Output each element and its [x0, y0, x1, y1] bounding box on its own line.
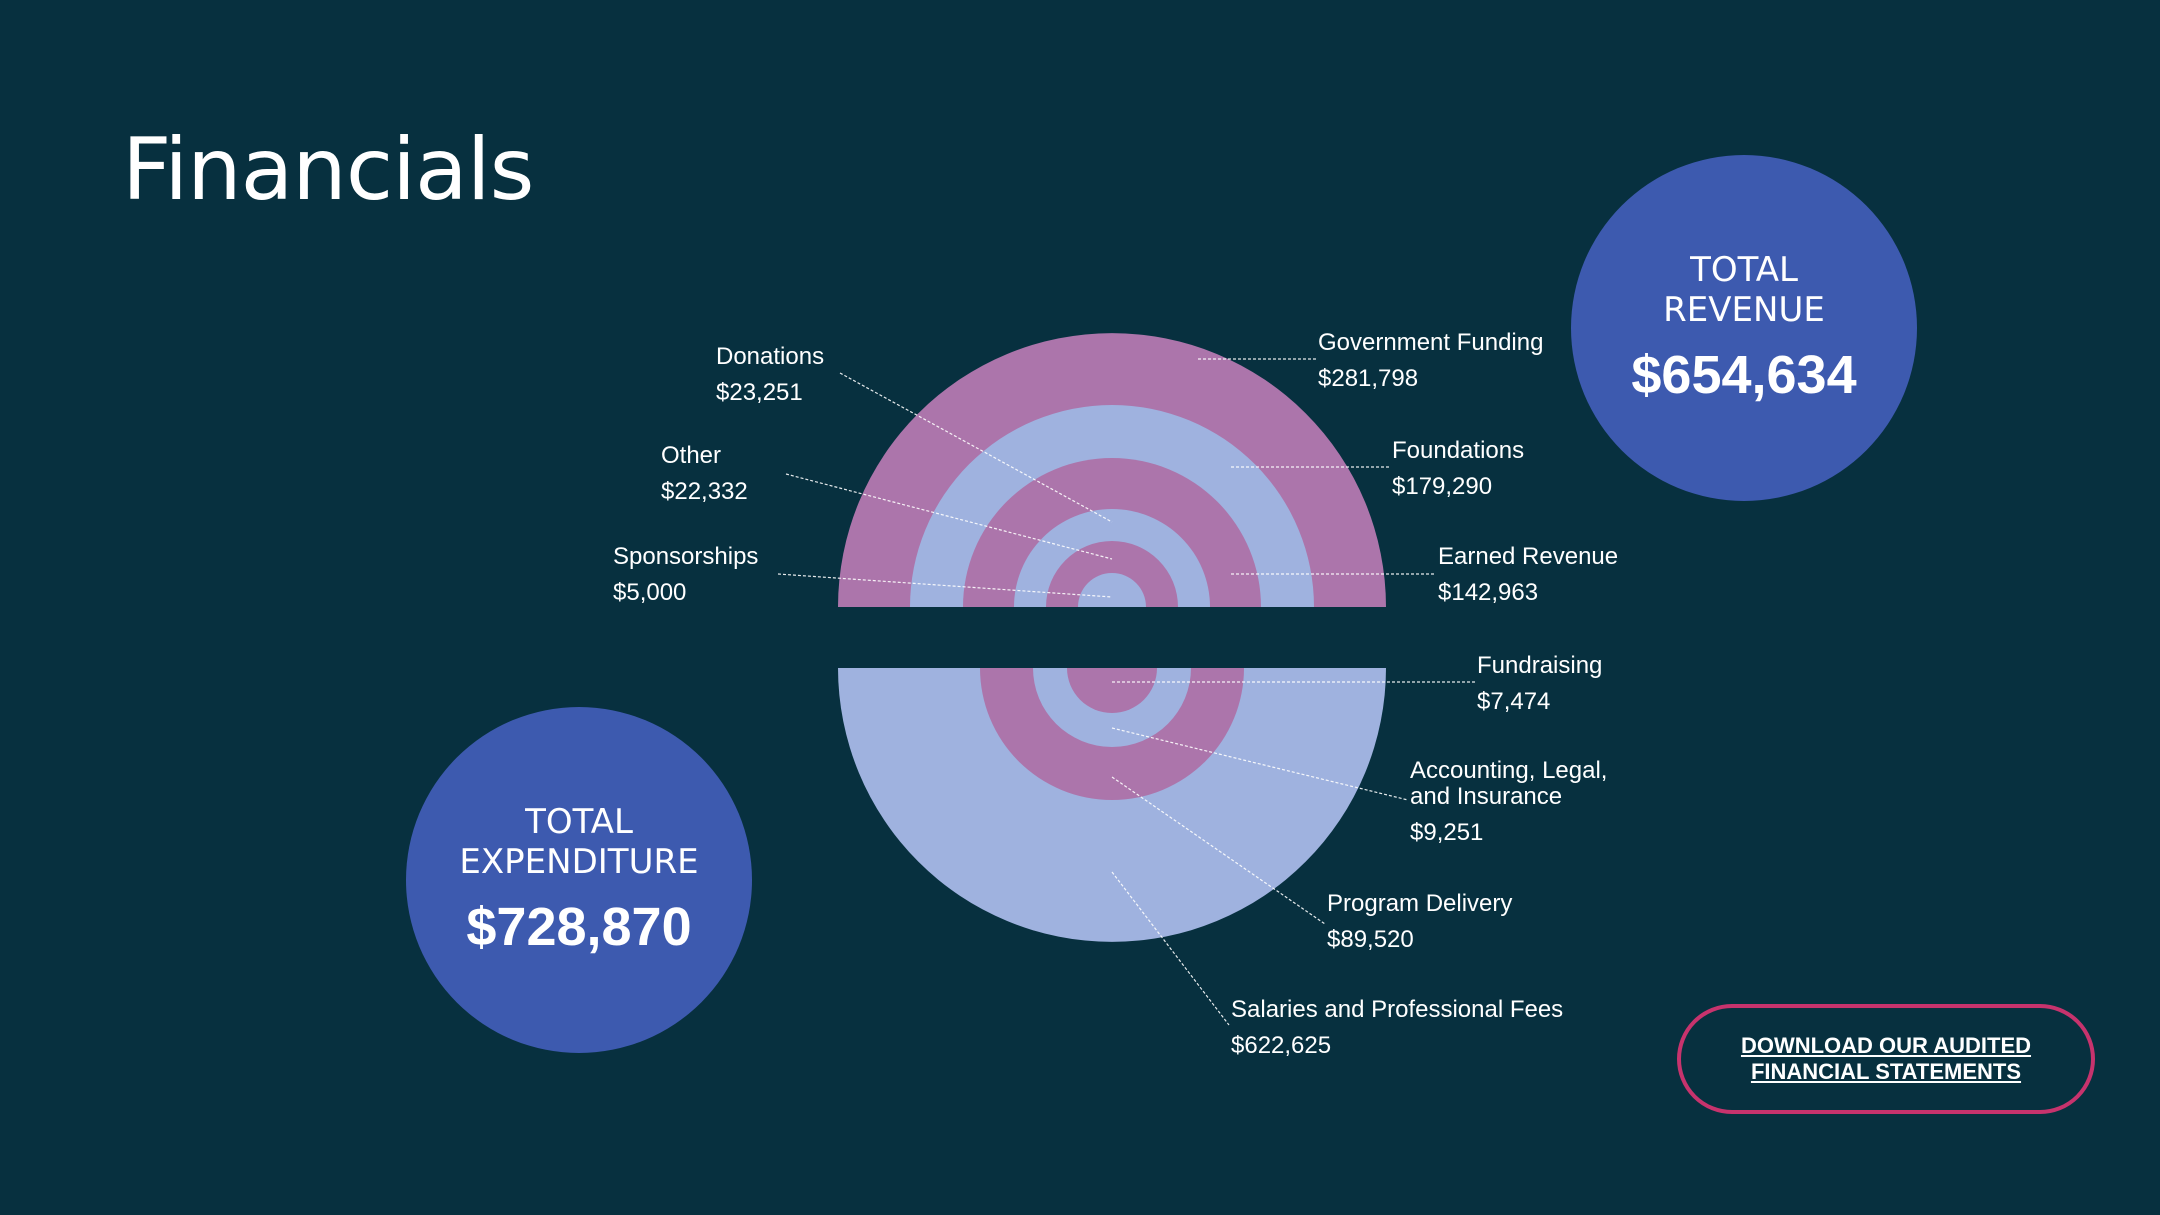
revenue-foundations-label: Foundations [1392, 437, 1524, 464]
expenditure-fundraising-label: Fundraising [1477, 652, 1602, 679]
total-revenue-value: $654,634 [1631, 345, 1857, 405]
revenue-government-funding-value: $281,798 [1318, 365, 1418, 392]
revenue-sponsorships-value: $5,000 [613, 579, 686, 606]
expenditure-salaries-and-professional-fees-label: Salaries and Professional Fees [1231, 996, 1563, 1023]
expenditure-salaries-and-professional-fees-value: $622,625 [1231, 1032, 1331, 1059]
total-revenue-label: TOTAL REVENUE [1663, 250, 1825, 330]
revenue-other-leader-line [785, 473, 1113, 560]
expenditure-chart [838, 668, 1386, 942]
revenue-donations-leader-line [839, 372, 1113, 523]
expenditure-accounting-legal-and-insurance-leader-line [1111, 727, 1409, 801]
total-expenditure-circle: TOTAL EXPENDITURE $728,870 [406, 707, 752, 1053]
expenditure-accounting-legal-and-insurance-value: $9,251 [1410, 819, 1483, 846]
expenditure-program-delivery-leader-line [1111, 776, 1326, 925]
revenue-sponsorships-label: Sponsorships [613, 543, 758, 570]
revenue-chart [838, 333, 1386, 607]
expenditure-fundraising-value: $7,474 [1477, 688, 1550, 715]
page-title: Financials [122, 120, 534, 220]
expenditure-program-delivery-label: Program Delivery [1327, 890, 1512, 917]
expenditure-salaries-and-professional-fees-leader-line [1111, 871, 1230, 1026]
revenue-segment-sponsorships [1078, 573, 1146, 607]
revenue-other-value: $22,332 [661, 478, 748, 505]
revenue-sponsorships-leader-line [777, 573, 1113, 598]
leader-lines [777, 358, 1475, 1026]
expenditure-segment-salaries-and-professional-fees [838, 668, 1386, 942]
revenue-other-label: Other [661, 442, 721, 469]
download-statements-button[interactable]: DOWNLOAD OUR AUDITED FINANCIAL STATEMENT… [1677, 1004, 2095, 1114]
revenue-government-funding-label: Government Funding [1318, 329, 1543, 356]
revenue-earned-revenue-value: $142,963 [1438, 579, 1538, 606]
expenditure-segment-fundraising [1067, 668, 1157, 713]
total-expenditure-value: $728,870 [466, 897, 692, 957]
chart-labels: Government Funding $281,798 Foundations $17… [613, 329, 1618, 1059]
expenditure-program-delivery-value: $89,520 [1327, 926, 1414, 953]
revenue-foundations-value: $179,290 [1392, 473, 1492, 500]
total-revenue-circle: TOTAL REVENUE $654,634 [1571, 155, 1917, 501]
download-statements-label: DOWNLOAD OUR AUDITED FINANCIAL STATEMENT… [1740, 1033, 2032, 1084]
revenue-earned-revenue-label: Earned Revenue [1438, 543, 1618, 570]
expenditure-accounting-legal-and-insurance-label: Accounting, Legal, and Insurance [1410, 757, 1607, 810]
revenue-donations-label: Donations [716, 343, 824, 370]
total-expenditure-label: TOTAL EXPENDITURE [459, 802, 699, 882]
revenue-donations-value: $23,251 [716, 379, 803, 406]
